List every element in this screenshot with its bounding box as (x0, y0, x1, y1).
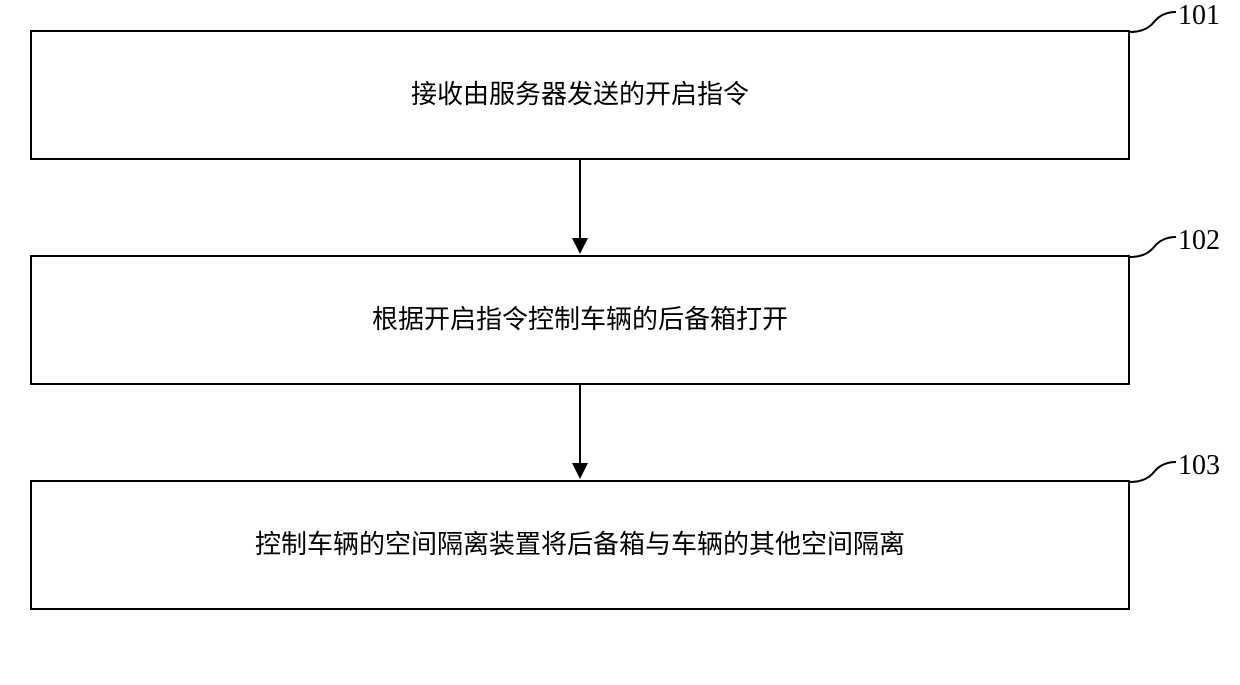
lead-line (1128, 235, 1178, 265)
step-text: 根据开启指令控制车辆的后备箱打开 (362, 302, 798, 338)
lead-line (1128, 460, 1178, 490)
step-text: 接收由服务器发送的开启指令 (401, 77, 759, 113)
arrow-head-icon (572, 238, 588, 254)
arrow-line (579, 385, 581, 465)
step-box-102: 根据开启指令控制车辆的后备箱打开 (30, 255, 1130, 385)
step-label-102: 102 (1178, 225, 1220, 257)
flowchart-canvas: 接收由服务器发送的开启指令 101 根据开启指令控制车辆的后备箱打开 102 控… (0, 0, 1240, 685)
step-label-103: 103 (1178, 450, 1220, 482)
arrow-head-icon (572, 463, 588, 479)
arrow-line (579, 160, 581, 240)
lead-line (1128, 10, 1178, 40)
step-box-101: 接收由服务器发送的开启指令 (30, 30, 1130, 160)
step-box-103: 控制车辆的空间隔离装置将后备箱与车辆的其他空间隔离 (30, 480, 1130, 610)
step-label-101: 101 (1178, 0, 1220, 32)
step-text: 控制车辆的空间隔离装置将后备箱与车辆的其他空间隔离 (245, 527, 915, 563)
